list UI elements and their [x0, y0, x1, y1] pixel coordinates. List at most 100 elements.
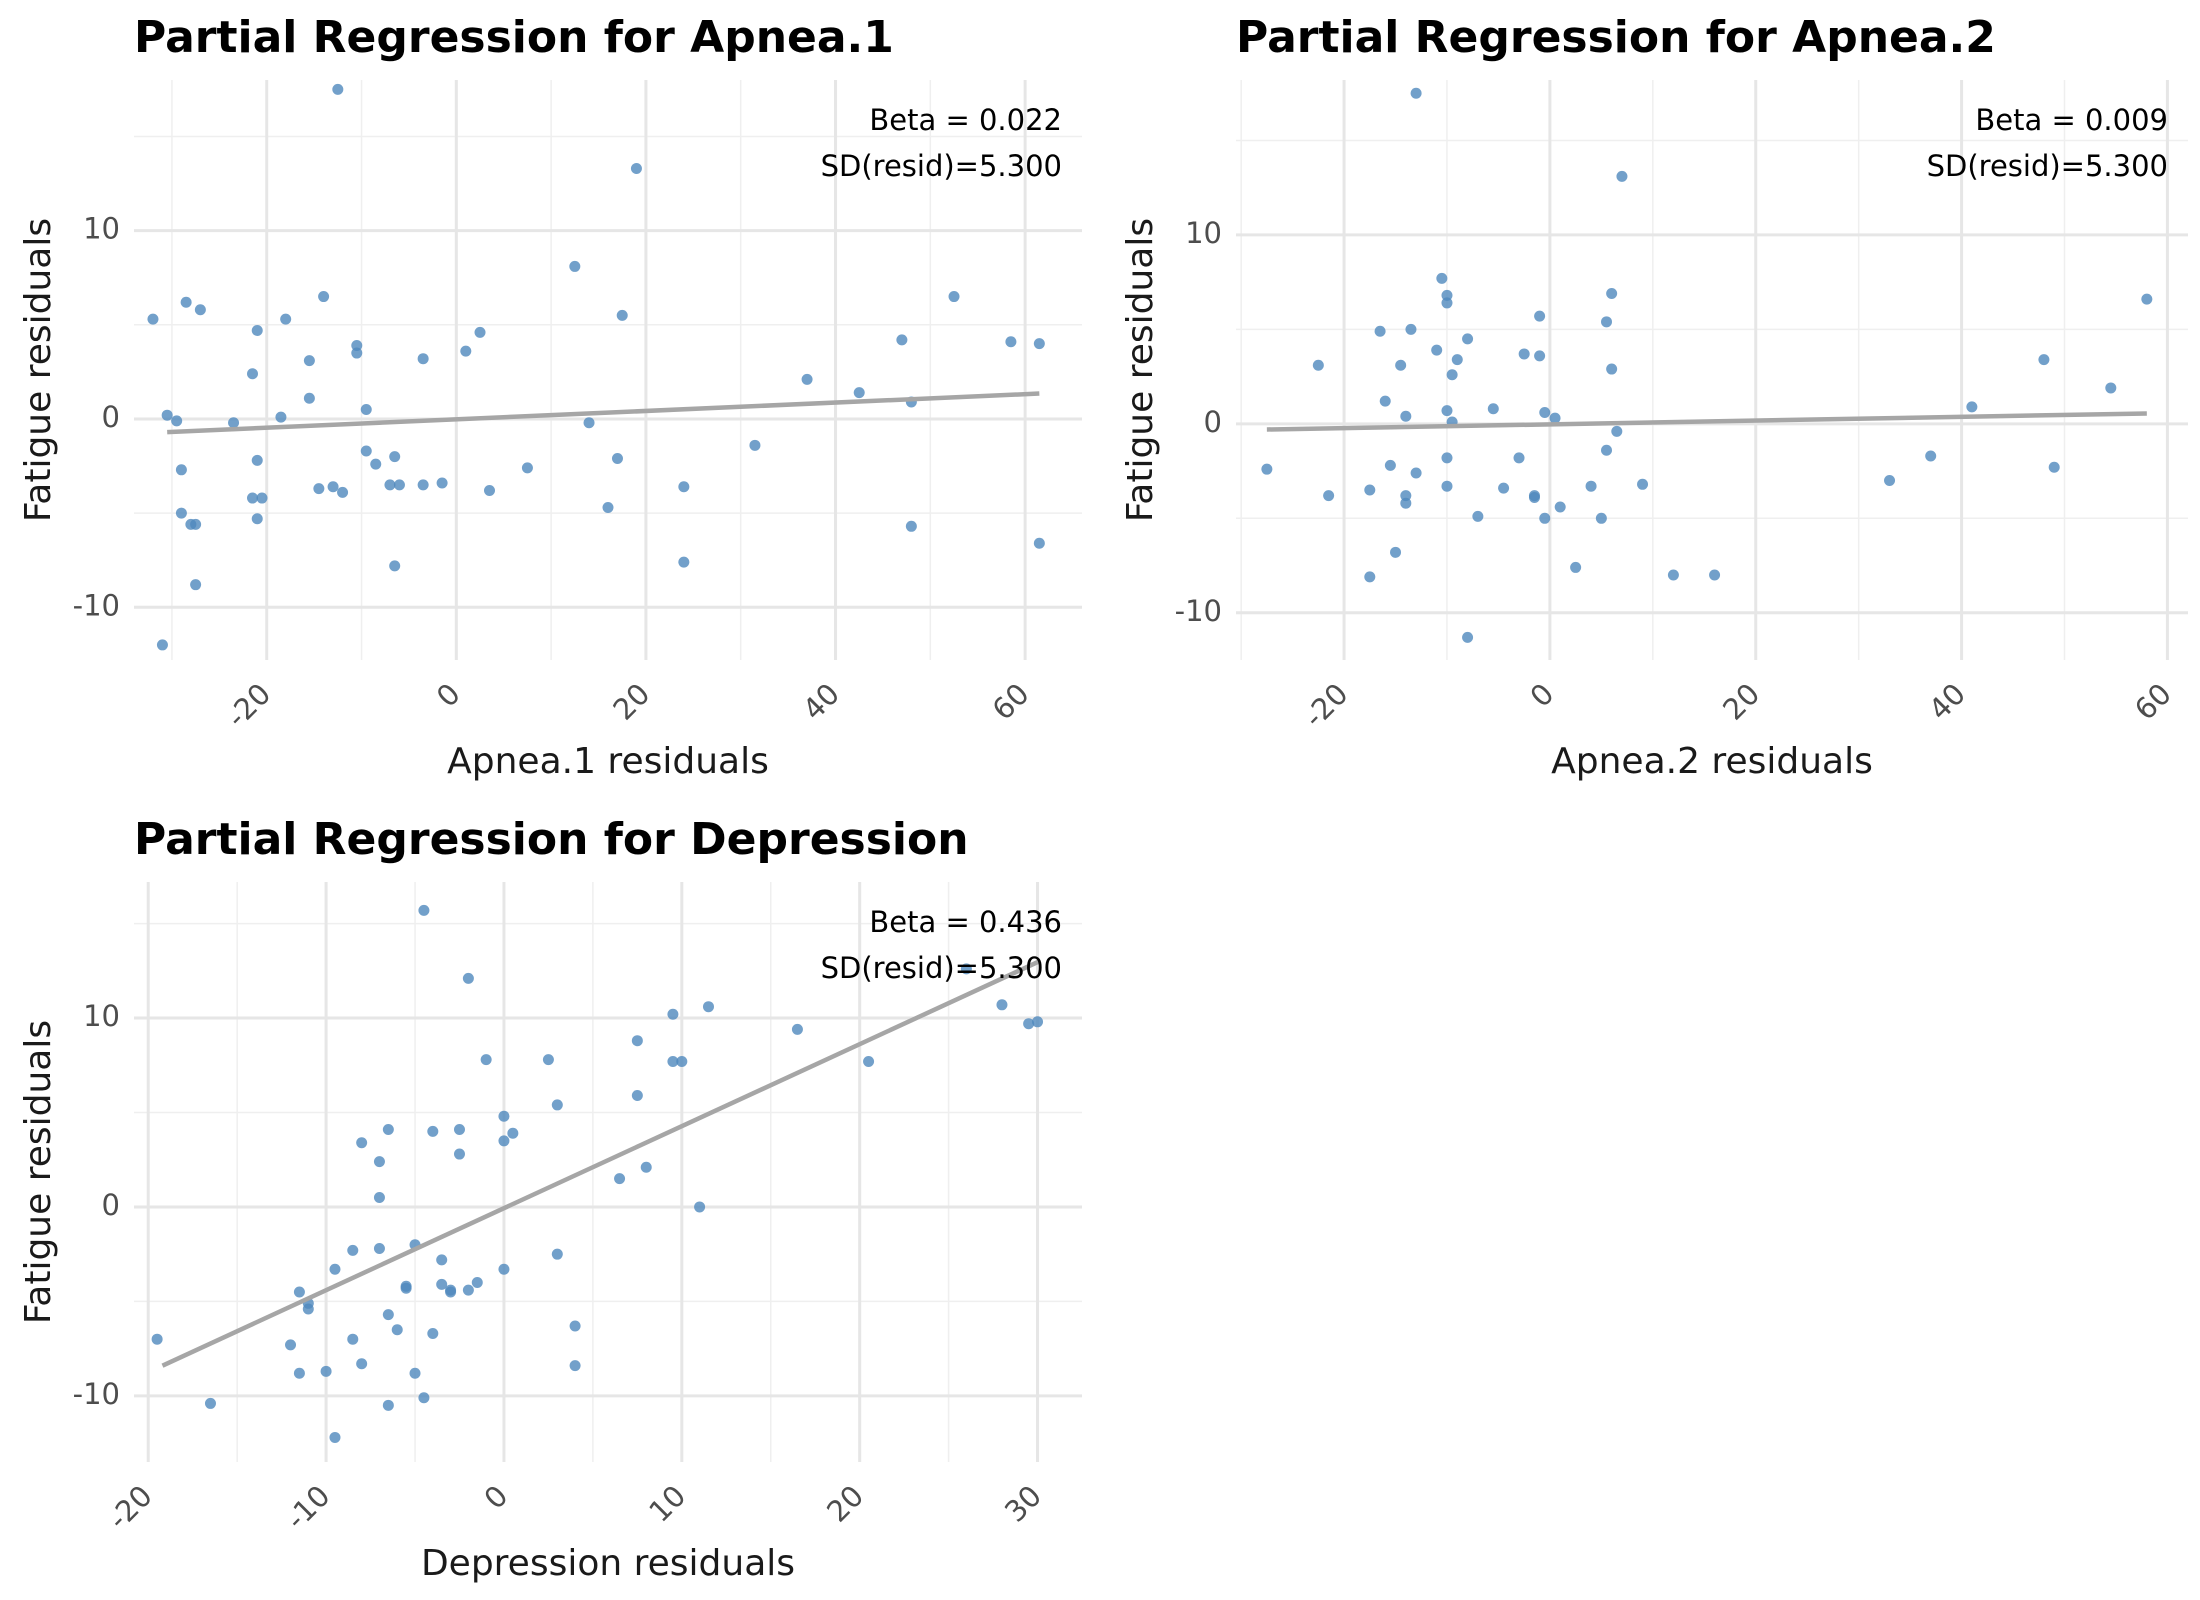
data-point — [1410, 87, 1422, 99]
data-point — [384, 479, 396, 491]
data-point — [171, 415, 183, 427]
data-point — [863, 1055, 875, 1067]
data-point — [313, 483, 325, 495]
data-point — [1023, 1018, 1035, 1030]
x-axis-title: Apnea.1 residuals — [447, 741, 769, 782]
data-point — [337, 486, 349, 498]
data-point — [360, 404, 372, 416]
data-point — [1323, 490, 1335, 502]
data-point — [1261, 463, 1273, 475]
data-point — [161, 409, 173, 421]
data-point — [611, 453, 623, 465]
data-point — [417, 479, 429, 491]
data-point — [347, 1244, 359, 1256]
stats-annotation: SD(resid)=5.300 — [821, 149, 1062, 183]
data-point — [329, 1263, 341, 1275]
data-point — [1441, 405, 1453, 417]
data-point — [702, 1001, 714, 1013]
x-tick-label: 20 — [606, 677, 656, 727]
data-point — [1667, 569, 1679, 581]
data-point — [418, 904, 430, 916]
data-point — [427, 1125, 439, 1137]
data-point — [694, 1201, 706, 1213]
data-point — [373, 1156, 385, 1168]
data-point — [329, 1431, 341, 1443]
data-point — [156, 639, 168, 651]
data-point — [194, 304, 206, 316]
data-point — [247, 492, 258, 504]
data-point — [521, 462, 533, 474]
data-point — [462, 1284, 474, 1296]
data-point — [445, 1284, 457, 1296]
data-point — [498, 1135, 510, 1147]
data-point — [327, 481, 339, 493]
data-point — [2141, 293, 2153, 305]
regression-line — [161, 959, 1041, 1368]
data-point — [631, 1035, 643, 1047]
y-tick-label: 10 — [83, 212, 120, 246]
data-point — [1441, 289, 1453, 301]
data-point — [436, 1254, 448, 1266]
data-point — [1498, 482, 1510, 494]
data-point — [391, 1324, 403, 1336]
x-tick-label: -10 — [279, 1479, 337, 1537]
data-point — [1534, 350, 1546, 362]
data-point — [1364, 571, 1376, 583]
x-axis-title: Apnea.2 residuals — [1551, 741, 1873, 782]
data-point — [175, 464, 187, 476]
data-point — [948, 291, 960, 303]
data-point — [996, 999, 1008, 1011]
data-point — [320, 1365, 332, 1377]
data-point — [417, 353, 429, 365]
data-point — [418, 1392, 430, 1404]
data-point — [347, 1333, 359, 1345]
data-point — [1513, 452, 1525, 464]
y-tick-label: -10 — [73, 1377, 120, 1411]
data-point — [427, 1328, 439, 1340]
data-point — [1400, 497, 1412, 509]
data-point — [453, 1148, 465, 1160]
stats-annotation: Beta = 0.436 — [869, 905, 1062, 939]
data-point — [1616, 170, 1628, 182]
panel-title: Partial Regression for Depression — [134, 814, 969, 865]
x-tick-label: 40 — [1922, 677, 1972, 727]
data-point — [678, 481, 690, 493]
data-point — [382, 1123, 394, 1135]
data-point — [480, 1054, 492, 1066]
data-point — [676, 1055, 688, 1067]
data-point — [749, 439, 761, 451]
data-point — [351, 347, 363, 359]
data-point — [1585, 480, 1597, 492]
data-point — [551, 1248, 563, 1260]
data-point — [471, 1277, 483, 1289]
x-tick-label: 0 — [1523, 677, 1560, 714]
panel-title: Partial Regression for Apnea.2 — [1236, 12, 1996, 63]
stats-annotation: SD(resid)=5.300 — [821, 951, 1062, 985]
data-point — [151, 1333, 163, 1345]
data-point — [1400, 490, 1412, 502]
data-point — [303, 355, 315, 367]
data-point — [667, 1055, 679, 1067]
x-tick-label: 0 — [430, 677, 467, 714]
data-point — [602, 501, 614, 513]
data-point — [905, 520, 917, 532]
data-point — [1570, 561, 1582, 573]
data-point — [1441, 297, 1453, 309]
data-point — [360, 445, 372, 457]
data-point — [1518, 348, 1530, 360]
data-point — [640, 1161, 652, 1173]
data-point — [382, 1309, 394, 1321]
data-point — [1312, 359, 1324, 371]
data-point — [293, 1367, 305, 1379]
data-point — [280, 313, 292, 325]
data-point — [1364, 484, 1376, 496]
data-point — [1033, 338, 1045, 350]
x-tick-label: 60 — [986, 677, 1036, 727]
data-point — [460, 345, 472, 357]
data-point — [251, 513, 263, 525]
data-point — [1410, 467, 1422, 479]
data-point — [1441, 452, 1453, 464]
x-tick-label: 10 — [642, 1479, 692, 1529]
data-point — [285, 1339, 297, 1351]
y-tick-label: 10 — [83, 999, 120, 1033]
